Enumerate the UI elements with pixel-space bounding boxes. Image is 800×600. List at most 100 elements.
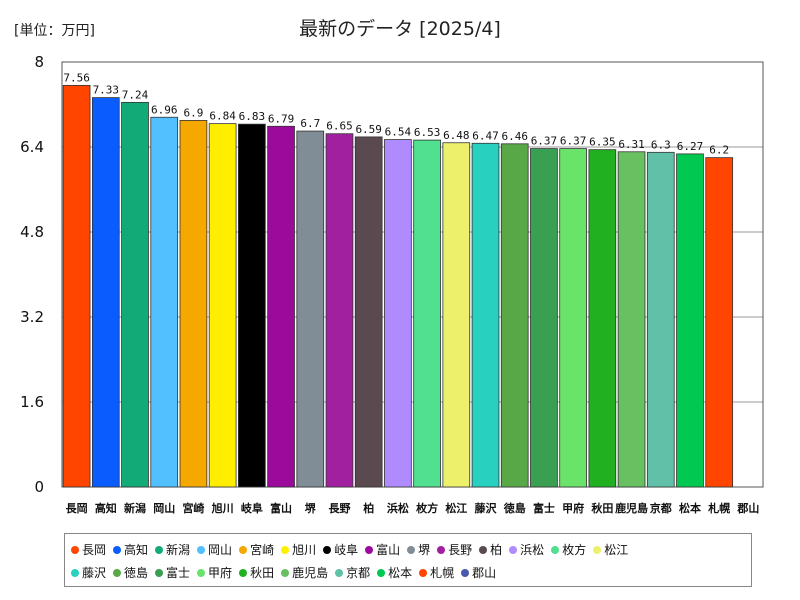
legend-label: 藤沢 bbox=[82, 566, 107, 580]
data-label: 6.47 bbox=[472, 129, 499, 142]
legend-label: 松本 bbox=[388, 566, 413, 580]
data-label: 6.37 bbox=[531, 135, 558, 148]
bar bbox=[354, 136, 383, 488]
x-tick-label: 宮崎 bbox=[182, 501, 204, 515]
data-label: 6.84 bbox=[209, 110, 236, 123]
x-tick-label: 甲府 bbox=[562, 501, 584, 515]
data-label: 6.3 bbox=[651, 138, 671, 151]
legend-dot-icon bbox=[323, 545, 332, 554]
legend-dot-icon bbox=[407, 545, 416, 554]
legend-dot-icon bbox=[71, 545, 79, 554]
legend-label: 柏 bbox=[490, 543, 503, 557]
legend-label: 徳島 bbox=[124, 566, 149, 580]
legend-item: 旭川 bbox=[281, 541, 316, 558]
y-tick-label: 0 bbox=[34, 478, 44, 496]
legend-item: 長野 bbox=[437, 541, 472, 558]
data-label: 6.96 bbox=[151, 103, 178, 116]
x-tick-label: 新潟 bbox=[124, 501, 146, 515]
y-tick-label: 6.4 bbox=[20, 138, 44, 156]
legend-item: 富山 bbox=[365, 541, 400, 558]
legend-dot-icon bbox=[365, 545, 374, 554]
legend-item: 徳島 bbox=[113, 564, 148, 581]
bar bbox=[530, 148, 558, 488]
x-tick-label: 富山 bbox=[270, 501, 292, 515]
legend-label: 札幌 bbox=[430, 566, 455, 580]
legend-label: 岡山 bbox=[208, 543, 233, 557]
bar bbox=[559, 148, 587, 488]
data-label: 6.35 bbox=[589, 136, 616, 149]
legend-dot-icon bbox=[281, 545, 290, 554]
bar bbox=[705, 157, 734, 488]
bar bbox=[267, 125, 295, 488]
legend-dot-icon bbox=[239, 568, 248, 577]
legend-label: 松江 bbox=[604, 543, 629, 557]
data-label: 6.65 bbox=[326, 120, 353, 133]
x-tick-label: 藤沢 bbox=[475, 501, 498, 515]
legend-dot-icon bbox=[281, 568, 290, 577]
legend-label: 宮崎 bbox=[250, 543, 275, 557]
bar bbox=[296, 130, 325, 488]
x-tick-label: 京都 bbox=[650, 501, 672, 515]
legend-item: 甲府 bbox=[197, 564, 232, 581]
data-label: 7.33 bbox=[93, 84, 120, 97]
legend-item: 宮崎 bbox=[239, 541, 274, 558]
legend-item: 富士 bbox=[155, 564, 190, 581]
legend-item: 高知 bbox=[113, 541, 148, 558]
legend-dot-icon bbox=[239, 545, 248, 554]
x-tick-label: 郡山 bbox=[736, 501, 759, 515]
legend-item: 長岡 bbox=[71, 541, 106, 558]
bar bbox=[413, 139, 441, 488]
legend-label: 秋田 bbox=[250, 566, 275, 580]
data-label: 6.48 bbox=[443, 129, 470, 142]
data-label: 6.31 bbox=[618, 138, 645, 151]
x-tick-label: 堺 bbox=[305, 501, 317, 515]
legend-label: 岐阜 bbox=[334, 543, 359, 557]
y-tick-label: 3.2 bbox=[20, 308, 44, 326]
legend-item: 浜松 bbox=[509, 541, 544, 558]
bar bbox=[588, 149, 617, 488]
data-label: 6.27 bbox=[677, 140, 704, 153]
x-tick-label: 徳島 bbox=[503, 501, 526, 515]
x-tick-label: 枚方 bbox=[416, 501, 438, 515]
x-tick-label: 松本 bbox=[679, 501, 701, 515]
chart-title: 最新のデータ [2025/4] bbox=[299, 18, 501, 40]
data-label: 6.59 bbox=[355, 123, 382, 136]
legend-item: 藤沢 bbox=[71, 564, 106, 581]
bar bbox=[208, 123, 237, 488]
chart-legend: 長岡 高知 新潟 岡山 宮崎 旭川 岐阜 富山 堺 長野 柏 浜松 枚方 松江 藤沢 徳島 富士 甲府 秋田 鹿児島… bbox=[64, 533, 752, 587]
x-tick-label: 柏 bbox=[363, 501, 374, 515]
bar bbox=[121, 101, 149, 488]
y-tick-label: 8 bbox=[34, 53, 44, 71]
bar bbox=[471, 142, 500, 488]
data-label: 6.7 bbox=[300, 117, 320, 130]
legend-label: 甲府 bbox=[208, 566, 233, 580]
x-tick-label: 浜松 bbox=[387, 501, 409, 515]
unit-label: [単位：万円] bbox=[14, 23, 95, 39]
legend-dot-icon bbox=[113, 568, 122, 577]
bar bbox=[150, 116, 179, 488]
x-tick-label: 長岡 bbox=[66, 502, 88, 515]
legend-dot-icon bbox=[71, 568, 79, 577]
data-label: 6.37 bbox=[560, 135, 587, 148]
legend-dot-icon bbox=[155, 545, 164, 554]
legend-item: 岐阜 bbox=[323, 541, 358, 558]
legend-item: 札幌 bbox=[419, 564, 454, 581]
data-label: 6.46 bbox=[501, 130, 528, 143]
bar bbox=[646, 151, 675, 488]
bar bbox=[442, 142, 471, 488]
legend-label: 鹿児島 bbox=[292, 566, 329, 580]
data-label: 6.53 bbox=[414, 126, 441, 139]
bar-chart: 01.63.24.86.487.56長岡7.33高知7.24新潟6.96岡山6.… bbox=[20, 53, 764, 515]
legend-dot-icon bbox=[437, 545, 446, 554]
data-label: 6.9 bbox=[184, 106, 204, 119]
legend-item: 松江 bbox=[593, 541, 628, 558]
legend-label: 郡山 bbox=[472, 566, 497, 580]
x-tick-label: 高知 bbox=[95, 501, 117, 515]
legend-label: 旭川 bbox=[292, 543, 317, 557]
y-tick-label: 4.8 bbox=[20, 223, 44, 241]
legend-dot-icon bbox=[377, 568, 386, 577]
legend-item: 堺 bbox=[407, 541, 430, 558]
legend-item: 岡山 bbox=[197, 541, 232, 558]
legend-label: 京都 bbox=[346, 566, 371, 580]
legend-label: 富士 bbox=[166, 566, 191, 580]
